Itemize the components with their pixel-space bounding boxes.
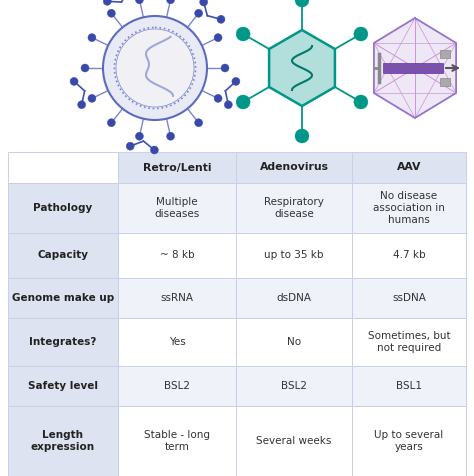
Bar	[118, 183, 236, 233]
Bar	[352, 183, 466, 233]
Bar	[8, 233, 118, 278]
Bar	[8, 152, 118, 183]
Text: Retro/Lenti: Retro/Lenti	[143, 162, 211, 172]
Text: Pathology: Pathology	[33, 203, 92, 213]
Text: Yes: Yes	[169, 337, 185, 347]
Text: 4.7 kb: 4.7 kb	[392, 250, 425, 260]
Bar	[8, 406, 118, 476]
Circle shape	[150, 146, 158, 154]
Circle shape	[217, 15, 225, 23]
Polygon shape	[374, 18, 456, 118]
Circle shape	[107, 9, 115, 17]
Text: Up to several
years: Up to several years	[374, 430, 444, 452]
Bar	[118, 233, 236, 278]
Bar	[118, 318, 236, 366]
Circle shape	[354, 95, 368, 109]
Text: ssDNA: ssDNA	[392, 293, 426, 303]
Circle shape	[88, 34, 96, 41]
Bar	[8, 278, 118, 318]
Bar	[352, 152, 466, 183]
Circle shape	[200, 0, 208, 6]
Bar	[236, 233, 352, 278]
Circle shape	[224, 101, 232, 109]
Bar	[8, 183, 118, 233]
Circle shape	[88, 94, 96, 102]
Text: Stable - long
term: Stable - long term	[144, 430, 210, 452]
Circle shape	[214, 94, 222, 102]
Circle shape	[214, 34, 222, 41]
Text: Multiple
diseases: Multiple diseases	[155, 197, 200, 219]
Text: ssRNA: ssRNA	[161, 293, 193, 303]
Bar	[8, 366, 118, 406]
Bar	[236, 152, 352, 183]
Text: ~ 8 kb: ~ 8 kb	[160, 250, 194, 260]
Text: Several weeks: Several weeks	[256, 436, 332, 446]
Circle shape	[103, 16, 207, 120]
Text: BSL2: BSL2	[281, 381, 307, 391]
Circle shape	[70, 78, 78, 85]
Circle shape	[195, 119, 203, 127]
Circle shape	[221, 64, 229, 72]
Bar	[118, 406, 236, 476]
Bar	[236, 278, 352, 318]
Circle shape	[295, 0, 309, 7]
Bar	[440, 50, 450, 58]
Text: Capacity: Capacity	[37, 250, 89, 260]
Text: No: No	[287, 337, 301, 347]
Text: Sometimes, but
not required: Sometimes, but not required	[368, 331, 450, 353]
Text: Safety level: Safety level	[28, 381, 98, 391]
Bar	[118, 152, 236, 183]
Text: Genome make up: Genome make up	[12, 293, 114, 303]
Circle shape	[354, 27, 368, 41]
Text: Adenovirus: Adenovirus	[259, 162, 328, 172]
Circle shape	[236, 95, 250, 109]
Circle shape	[116, 29, 194, 107]
Circle shape	[295, 129, 309, 143]
Text: AAV: AAV	[397, 162, 421, 172]
Text: BSL2: BSL2	[164, 381, 190, 391]
Circle shape	[136, 0, 144, 4]
Bar	[236, 183, 352, 233]
Text: dsDNA: dsDNA	[276, 293, 311, 303]
Circle shape	[166, 0, 174, 4]
Text: Integrates?: Integrates?	[29, 337, 97, 347]
Text: No disease
association in
humans: No disease association in humans	[373, 191, 445, 225]
Circle shape	[78, 101, 86, 109]
Circle shape	[232, 78, 240, 85]
Circle shape	[107, 119, 115, 127]
Text: Respiratory
disease: Respiratory disease	[264, 197, 324, 219]
Bar	[440, 78, 450, 86]
Bar	[236, 318, 352, 366]
Circle shape	[126, 142, 134, 150]
Bar	[352, 278, 466, 318]
Circle shape	[81, 64, 89, 72]
Bar	[383, 63, 443, 73]
Bar	[352, 233, 466, 278]
Bar	[236, 406, 352, 476]
Bar	[236, 366, 352, 406]
Circle shape	[136, 132, 144, 140]
Circle shape	[236, 27, 250, 41]
Polygon shape	[269, 30, 335, 106]
Text: BSL1: BSL1	[396, 381, 422, 391]
Circle shape	[195, 9, 203, 17]
Bar	[352, 318, 466, 366]
Text: Length
expression: Length expression	[31, 430, 95, 452]
Circle shape	[103, 0, 111, 5]
Text: up to 35 kb: up to 35 kb	[264, 250, 324, 260]
Bar	[352, 406, 466, 476]
Bar	[352, 366, 466, 406]
Circle shape	[166, 132, 174, 140]
Bar	[118, 366, 236, 406]
Bar	[118, 278, 236, 318]
Bar	[8, 318, 118, 366]
